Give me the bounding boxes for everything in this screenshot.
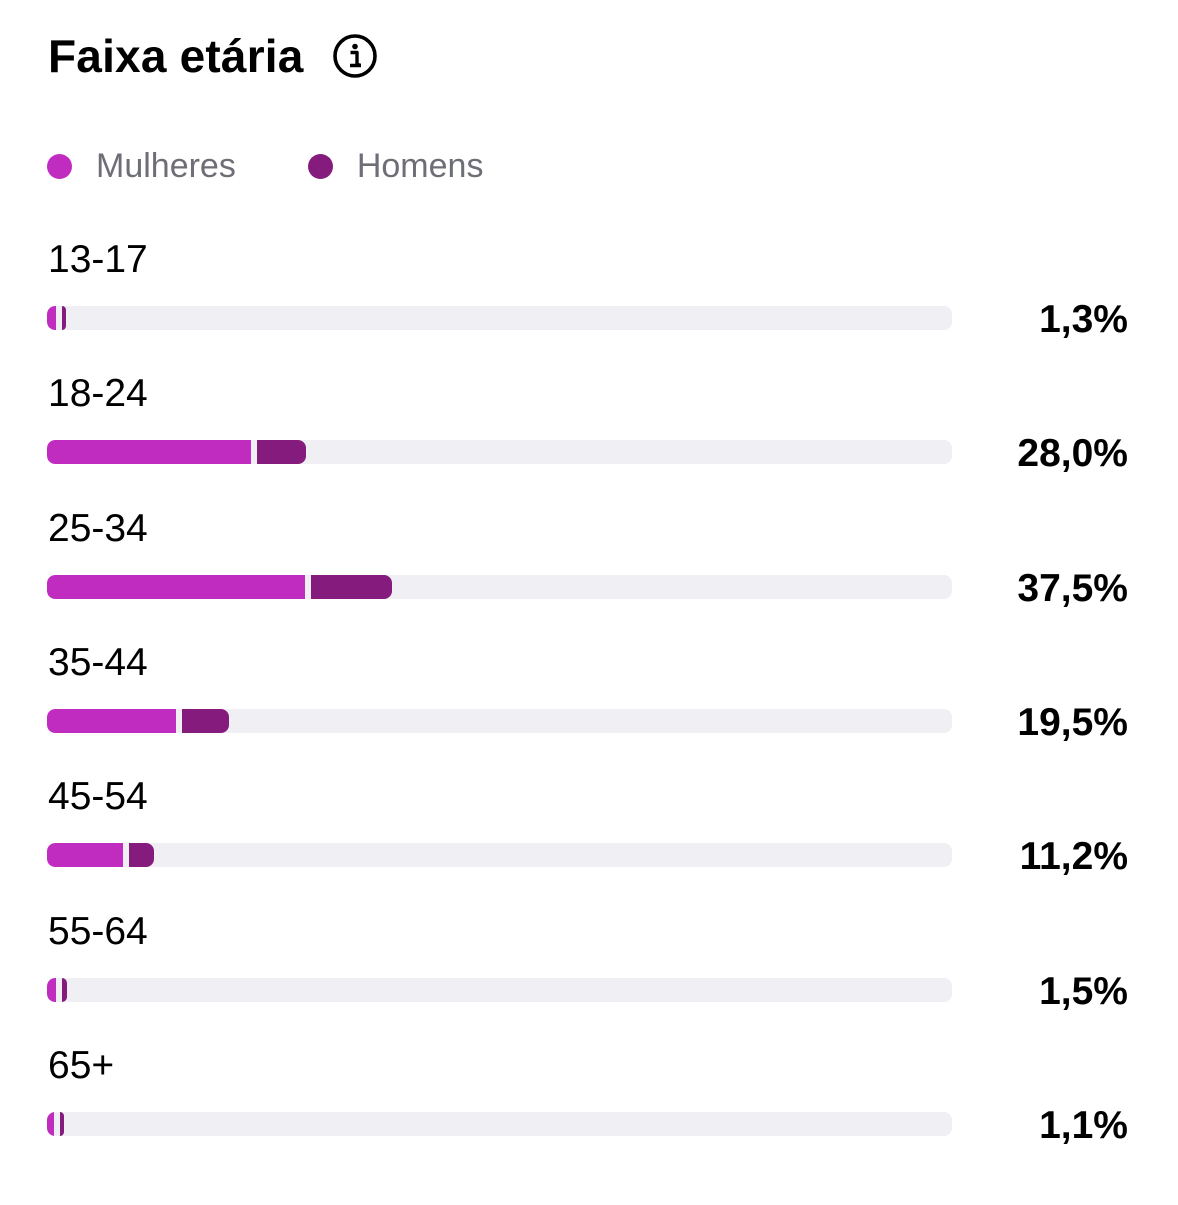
age-label: 18-24 [48, 372, 148, 415]
bar-segment-homens[interactable] [310, 575, 393, 599]
bar-segment-mulheres[interactable] [47, 306, 57, 330]
legend-item-homens: Homens [307, 146, 484, 186]
bar-track [47, 978, 952, 1002]
bar-total-label: 11,2% [1019, 835, 1128, 878]
bar-track [47, 440, 952, 464]
bar-row-25-34: 25-34 37,5% [0, 507, 1178, 641]
bar-segment-mulheres[interactable] [47, 440, 251, 464]
chart-title: Faixa etária [48, 30, 304, 82]
bar-track [47, 843, 952, 867]
age-label: 25-34 [48, 507, 148, 550]
bar-row-65+: 65+ 1,1% [0, 1044, 1178, 1178]
age-label: 45-54 [48, 775, 148, 818]
legend-item-mulheres: Mulheres [47, 147, 236, 186]
bar-track [47, 575, 952, 599]
bar-total-label: 1,3% [1039, 298, 1128, 341]
bar-total-label: 37,5% [1017, 567, 1128, 610]
age-label: 13-17 [48, 238, 148, 281]
bar-segment-homens[interactable] [129, 843, 155, 867]
bar-segment-mulheres[interactable] [47, 709, 176, 733]
legend-dot-mulheres [47, 153, 72, 179]
age-label: 55-64 [48, 910, 148, 953]
bar-total-label: 28,0% [1017, 432, 1128, 475]
bar-segment-mulheres[interactable] [47, 843, 124, 867]
bar-total-label: 19,5% [1017, 701, 1128, 744]
chart-legend: Mulheres Homens [47, 142, 555, 190]
bar-segment-mulheres[interactable] [47, 575, 305, 599]
bar-segment-homens[interactable] [62, 306, 67, 330]
bar-row-13-17: 13-17 1,3% [0, 238, 1178, 372]
legend-label-mulheres: Mulheres [96, 146, 236, 185]
bar-total-label: 1,5% [1039, 970, 1128, 1013]
legend-dot-homens [307, 153, 333, 179]
chart-header: Faixa etária [48, 24, 378, 88]
info-icon[interactable] [332, 33, 378, 79]
bar-track [47, 709, 952, 733]
bar-segment-homens[interactable] [181, 709, 230, 733]
legend-label-homens: Homens [356, 146, 484, 185]
age-label: 65+ [48, 1044, 115, 1087]
age-label: 35-44 [48, 641, 148, 684]
bar-segment-mulheres[interactable] [47, 978, 57, 1002]
bar-row-18-24: 18-24 28,0% [0, 372, 1178, 506]
bar-segment-homens[interactable] [60, 1112, 65, 1136]
bar-total-label: 1,1% [1039, 1104, 1128, 1147]
bar-track [47, 306, 952, 330]
bar-row-55-64: 55-64 1,5% [0, 910, 1178, 1044]
bar-row-45-54: 45-54 11,2% [0, 775, 1178, 909]
bar-track [47, 1112, 952, 1136]
bar-segment-homens[interactable] [256, 440, 307, 464]
bar-segment-mulheres[interactable] [47, 1112, 55, 1136]
bar-segment-homens[interactable] [62, 978, 67, 1002]
bar-row-35-44: 35-44 19,5% [0, 641, 1178, 775]
